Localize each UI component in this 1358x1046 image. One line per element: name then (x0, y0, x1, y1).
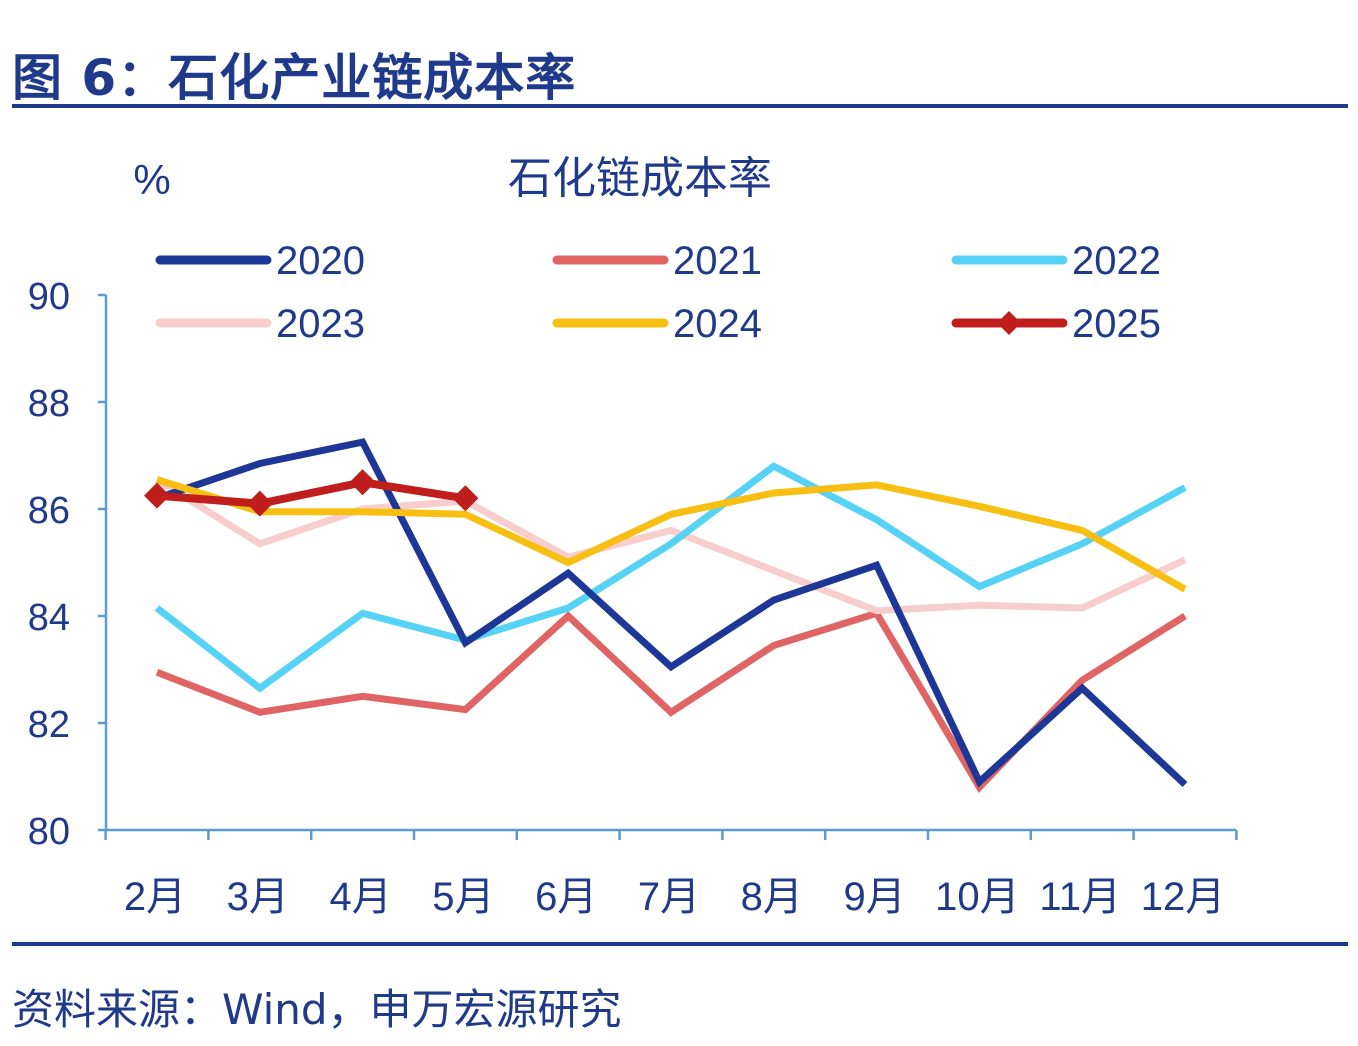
title-divider (12, 104, 1348, 108)
series-2021 (155, 609, 1187, 793)
legend-item-2022: 2022 (951, 239, 1161, 283)
series-line-2025 (156, 478, 467, 508)
series-2025 (144, 469, 479, 517)
legend: 2020 2021 2022 2023 2024 2025 (155, 239, 1161, 346)
series-2020 (155, 438, 1188, 788)
x-tick-label: 7月 (638, 875, 700, 919)
legend-label: 2023 (276, 302, 365, 346)
x-tick-label: 9月 (843, 875, 905, 919)
series-line-2024 (155, 476, 1187, 593)
y-axis-unit-label: % (133, 156, 170, 203)
legend-item-2023: 2023 (155, 302, 365, 346)
x-tick-label: 4月 (329, 875, 391, 919)
series-layer (144, 438, 1188, 793)
data-point-2025 (246, 490, 273, 517)
x-tick-label: 5月 (432, 875, 494, 919)
legend-label: 2020 (276, 239, 365, 283)
x-tick-label: 8月 (741, 875, 803, 919)
legend-item-2021: 2021 (552, 239, 762, 283)
y-tick-label: 88 (28, 383, 70, 425)
data-point-2025 (349, 469, 376, 496)
chart-title: 石化链成本率 (508, 153, 772, 204)
y-tick-label: 80 (28, 811, 70, 853)
series-2023 (155, 476, 1187, 615)
legend-label: 2022 (1072, 239, 1161, 283)
y-tick-label: 82 (28, 704, 70, 746)
series-2024 (155, 476, 1187, 593)
series-2022 (154, 462, 1187, 693)
figure-title: 图 6：石化产业链成本率 (12, 49, 577, 107)
series-line-2023 (155, 476, 1187, 615)
x-tick-label: 11月 (1039, 875, 1121, 919)
axes: 80 82 84 86 88 90 2月 3月 4月 5月 6月 7月 8月 9月 10月 11月 12月 (28, 276, 1238, 919)
source-divider (12, 942, 1348, 946)
legend-item-2025: 2025 (951, 302, 1161, 346)
x-tick-label: 2月 (124, 875, 186, 919)
legend-label: 2025 (1072, 302, 1161, 346)
y-tick-label: 86 (28, 490, 70, 532)
y-tick-label: 84 (28, 597, 70, 639)
legend-item-2020: 2020 (155, 239, 365, 283)
source-note: 资料来源：Wind，申万宏源研究 (12, 985, 622, 1034)
data-point-2025 (144, 482, 170, 509)
data-point-2025 (452, 485, 479, 512)
series-line-2020 (155, 438, 1188, 788)
y-tick-label: 90 (28, 276, 70, 318)
x-tick-label: 12月 (1141, 875, 1226, 919)
legend-marker (997, 311, 1021, 335)
x-tick-label: 10月 (935, 875, 1020, 919)
x-tick-label: 3月 (227, 875, 289, 919)
legend-label: 2024 (673, 302, 762, 346)
legend-item-2024: 2024 (552, 302, 762, 346)
series-line-2022 (154, 462, 1187, 693)
legend-label: 2021 (673, 239, 762, 283)
x-tick-label: 6月 (535, 875, 597, 919)
series-line-2021 (155, 609, 1187, 793)
